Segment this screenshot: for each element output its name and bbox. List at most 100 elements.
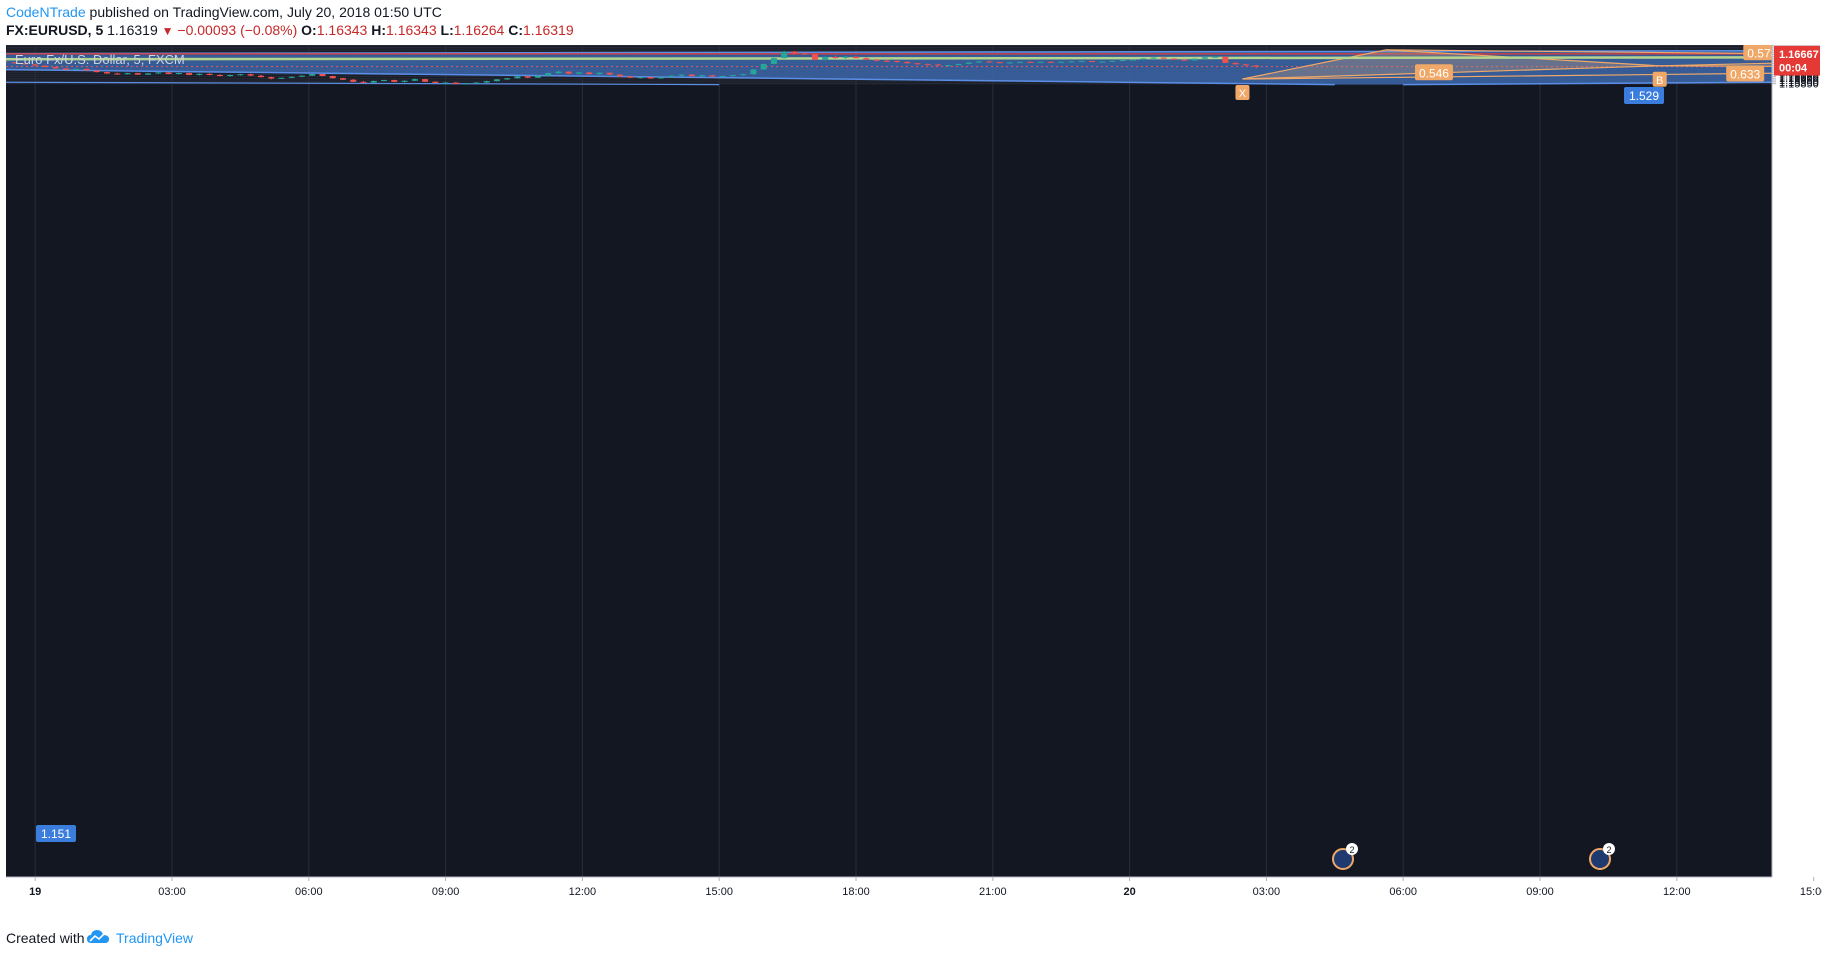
- candle: [62, 68, 69, 71]
- candle: [986, 60, 993, 63]
- candle: [6, 61, 8, 63]
- candle: [914, 62, 921, 65]
- candle: [729, 74, 736, 77]
- pattern-leg-bc: [1659, 62, 1772, 67]
- candle: [237, 73, 244, 76]
- candle: [1253, 65, 1260, 69]
- price-tag: 1.16667: [1774, 45, 1820, 62]
- close-label: C:: [508, 22, 524, 38]
- price-tick-label: 1.15950: [1779, 75, 1819, 87]
- candle: [83, 68, 90, 71]
- time-axis: 19 03:00 06:00 09:00 12:00 15:00 18:00 21:00 20 0…: [6, 876, 1822, 919]
- time-tick-label: 15:00: [705, 886, 733, 898]
- candle: [586, 72, 593, 75]
- candle: [1201, 56, 1208, 59]
- close-value: 1.16319: [523, 22, 574, 38]
- candle: [196, 73, 203, 76]
- candle: [781, 50, 788, 59]
- candle: [278, 77, 285, 79]
- author-link[interactable]: CodeNTrade: [6, 4, 86, 20]
- candle: [945, 64, 952, 67]
- time-tick-label: 20: [1123, 886, 1135, 898]
- time-tick-label: 09:00: [432, 886, 460, 898]
- ratio-label: 0.578: [1747, 46, 1777, 60]
- candle: [401, 80, 408, 83]
- open-value: 1.16343: [316, 22, 368, 38]
- price-change: −0.00093 (−0.08%): [177, 22, 298, 38]
- tradingview-brand[interactable]: TradingView: [116, 930, 194, 946]
- candle: [124, 72, 131, 75]
- candle: [1068, 61, 1075, 63]
- candle: [770, 57, 777, 65]
- channel-ratio-tag-lower: 1.151: [36, 825, 76, 842]
- price-tag-label: 1.16667: [1779, 49, 1819, 61]
- pattern-leg-xa: [1242, 49, 1387, 80]
- candle: [1099, 61, 1106, 63]
- candle: [216, 74, 223, 77]
- candle: [822, 56, 829, 61]
- time-axis-bg: [6, 877, 1822, 919]
- chart-area[interactable]: 1.618(1.16792)1.414(1.16726)1.272(1.1668…: [6, 45, 1822, 919]
- candle: [709, 74, 716, 77]
- plot-background: [6, 45, 1772, 877]
- price-chart[interactable]: 1.618(1.16792)1.414(1.16726)1.272(1.1668…: [6, 45, 1822, 919]
- event-icon-eur[interactable]: 2: [1332, 843, 1358, 870]
- secondary-trend-line: [6, 81, 720, 86]
- price-tag: 00:04: [1774, 59, 1820, 76]
- candle: [381, 79, 388, 82]
- channel-left-line: [6, 68, 1335, 86]
- time-tick-label: 21:00: [979, 886, 1007, 898]
- pattern-point-label: B: [1656, 75, 1663, 87]
- candle: [545, 72, 552, 77]
- candle: [1171, 58, 1178, 60]
- pattern-point-b: B: [1652, 71, 1667, 87]
- candle: [1017, 61, 1024, 63]
- candle: [606, 72, 613, 75]
- time-tick-label: 03:00: [158, 886, 186, 898]
- candle: [1242, 63, 1249, 66]
- candle: [524, 75, 531, 79]
- time-tick-label: 12:00: [569, 886, 597, 898]
- ratio-label: 0.546: [1419, 66, 1449, 80]
- candle: [1109, 60, 1116, 62]
- event-icon-usd[interactable]: 2: [1589, 843, 1615, 870]
- time-tick-label: 15:00: [1800, 886, 1822, 898]
- candle: [1130, 59, 1137, 61]
- time-tick-label: 09:00: [1526, 886, 1554, 898]
- candle: [504, 77, 511, 81]
- candle: [534, 75, 541, 79]
- candle: [1222, 56, 1229, 63]
- candle: [32, 64, 39, 66]
- chart-title: Euro Fx/U.S. Dollar, 5, FXCM: [15, 52, 185, 67]
- candle: [350, 78, 357, 83]
- candle: [391, 79, 398, 83]
- candle: [688, 74, 695, 77]
- candle: [565, 71, 572, 75]
- price-tick-label: 1.16000: [1779, 73, 1819, 85]
- candle: [740, 73, 747, 76]
- candle: [463, 82, 470, 85]
- open-label: O:: [301, 22, 317, 38]
- price-tick-label: 1.15900: [1779, 77, 1819, 89]
- channel-ratio-label: 1.529: [1629, 89, 1659, 103]
- candle: [801, 52, 808, 55]
- candle: [719, 75, 726, 78]
- footer: Created with TradingView: [0, 920, 1828, 956]
- candle: [1191, 58, 1198, 61]
- pattern-point-label: X: [1239, 88, 1247, 100]
- candle: [1181, 59, 1188, 61]
- candle: [863, 57, 870, 60]
- svg-text:2: 2: [1606, 845, 1611, 855]
- plot-layer: 1.618(1.16792)1.414(1.16726)1.272(1.1668…: [6, 45, 1777, 877]
- candle: [678, 74, 685, 77]
- candle: [21, 63, 28, 65]
- candle: [617, 74, 624, 77]
- candle: [965, 62, 972, 65]
- symbol-name: FX:EURUSD, 5: [6, 22, 104, 38]
- candle: [165, 72, 172, 75]
- channel-upper-line: [6, 49, 1772, 55]
- candle: [1037, 61, 1044, 63]
- candle: [647, 76, 654, 79]
- candle: [1078, 60, 1085, 63]
- candle: [268, 76, 275, 80]
